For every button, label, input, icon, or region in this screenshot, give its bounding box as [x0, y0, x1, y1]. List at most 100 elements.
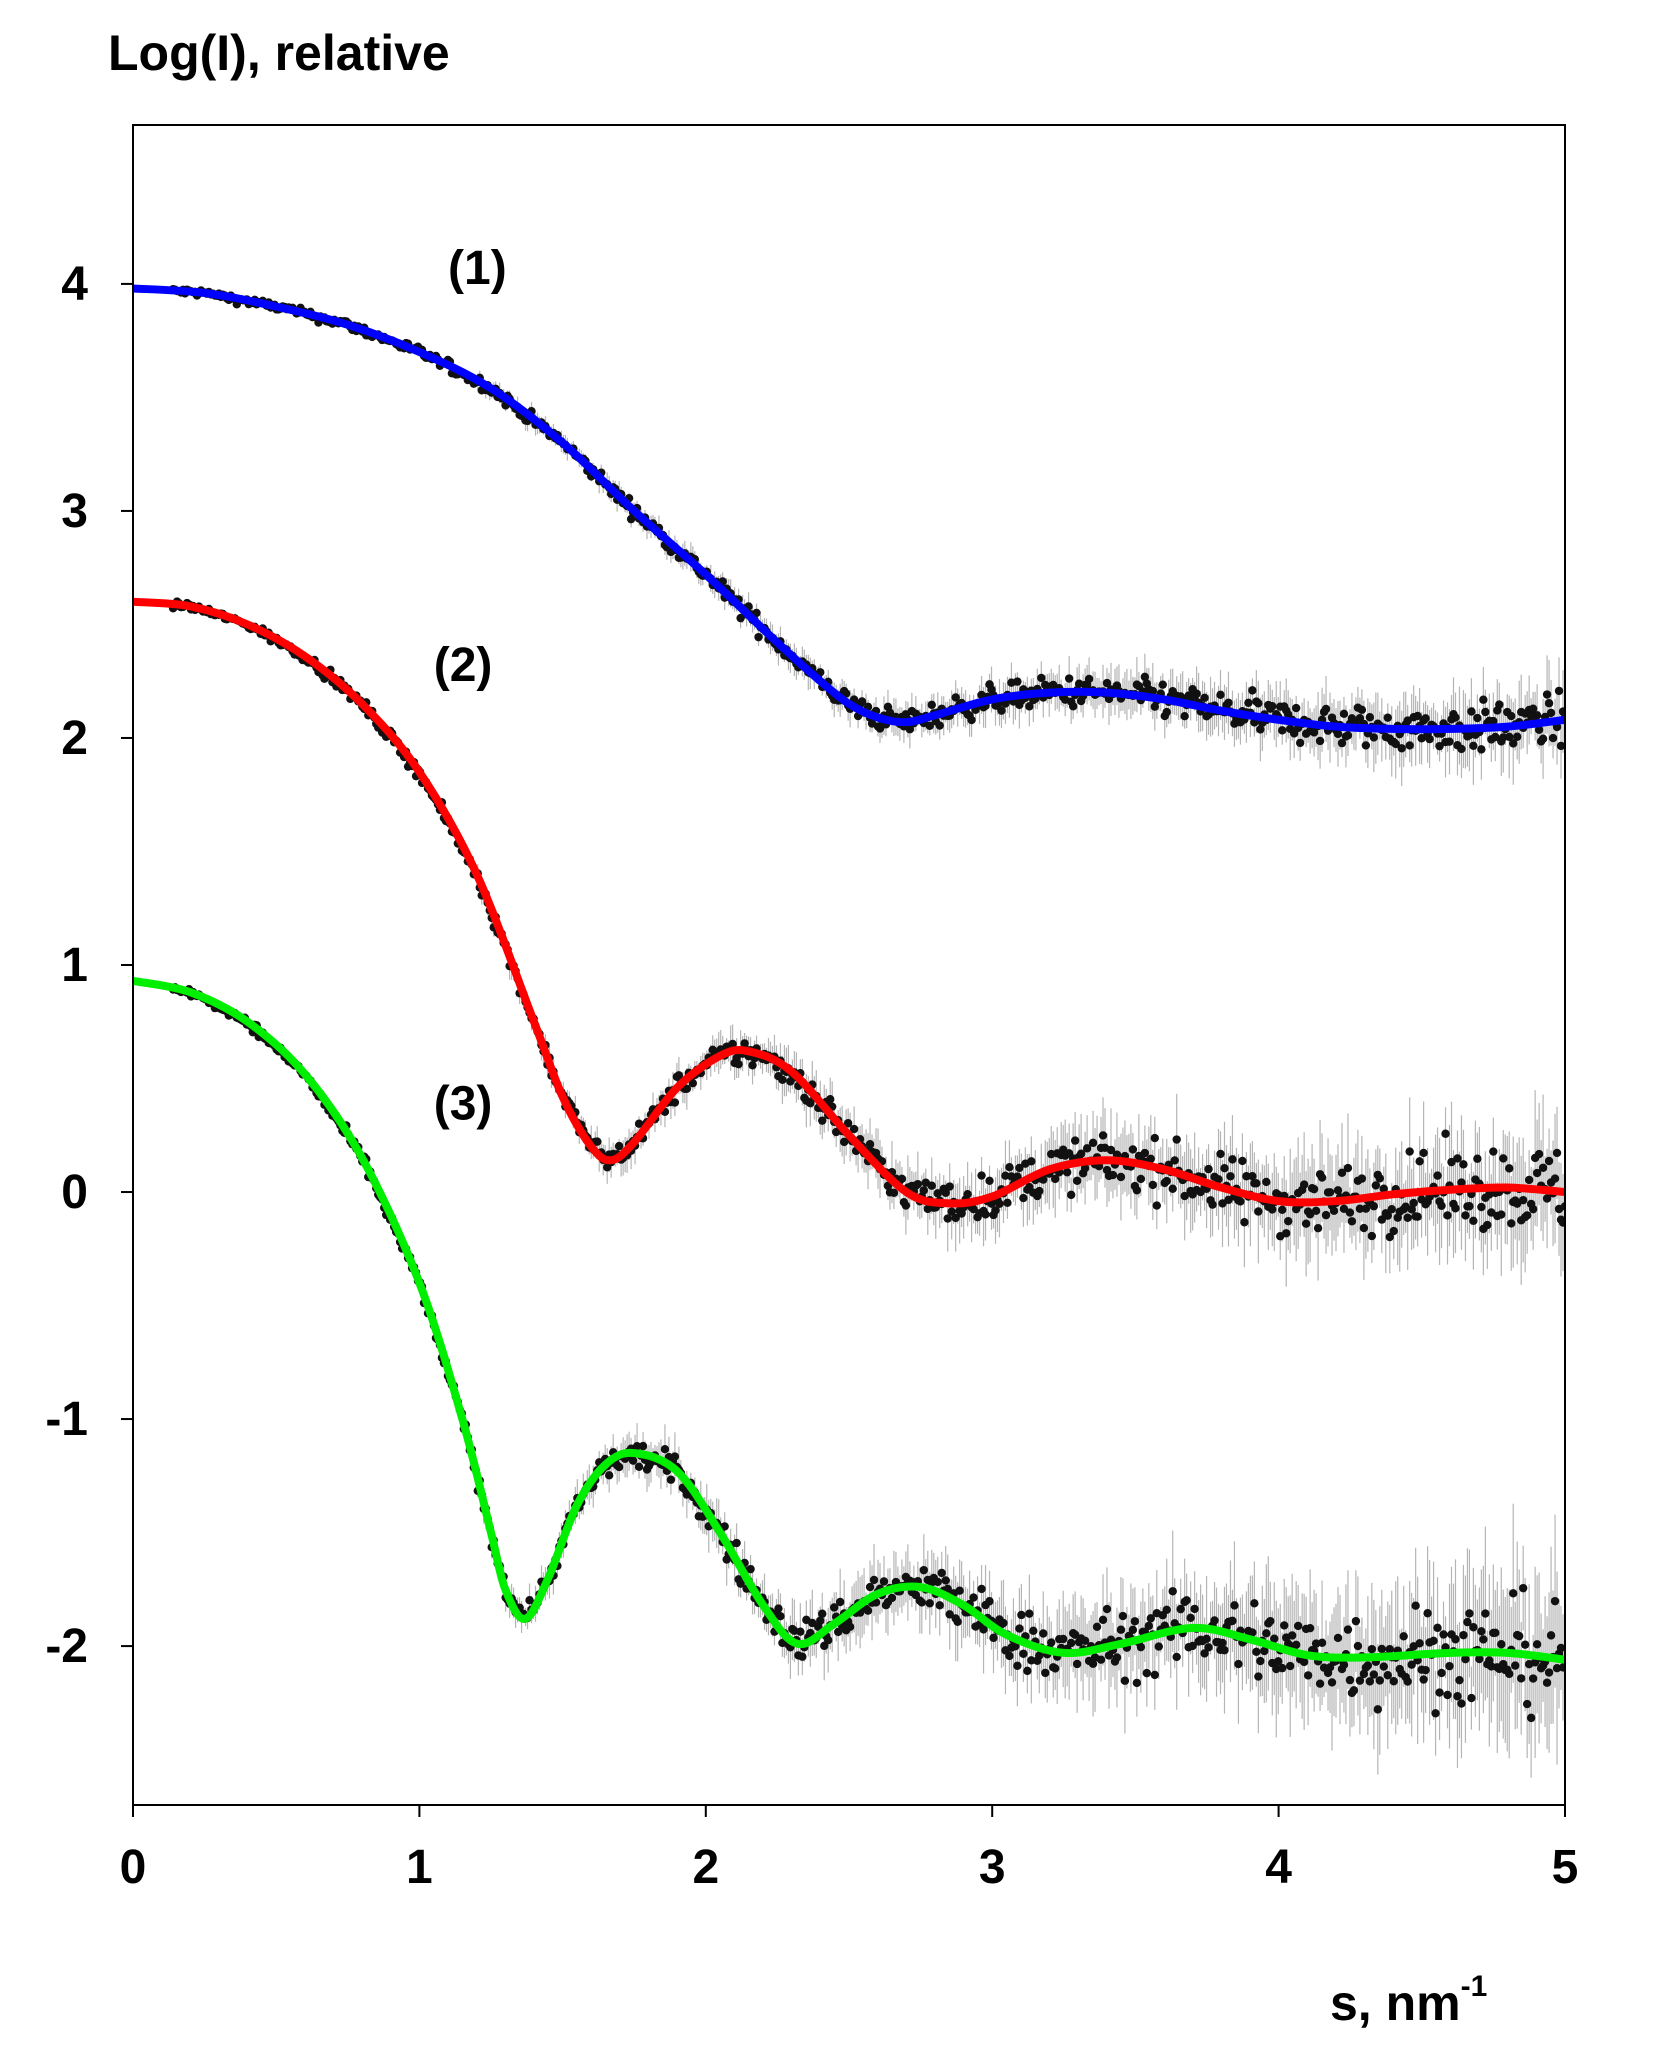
series-1-data-point — [1315, 736, 1325, 746]
series-2-data-point — [1518, 1195, 1528, 1205]
series-3-data-point — [1445, 1661, 1454, 1671]
series-3-data-point — [816, 1616, 825, 1625]
series-3-data-point — [1505, 1669, 1514, 1679]
series-2-data-point — [1116, 1172, 1126, 1182]
series-2-data-point — [786, 1077, 795, 1086]
series-3-data-point — [1315, 1679, 1325, 1688]
y-tick-label: 0 — [61, 1166, 88, 1219]
series-3-data-point — [1550, 1596, 1560, 1606]
series-2-data-point — [1072, 1176, 1082, 1185]
series-2-data-point — [1146, 1154, 1156, 1164]
series-3-data-point — [1234, 1659, 1243, 1669]
series-1-data-point — [1064, 674, 1074, 683]
series-3-data-point — [1556, 1643, 1565, 1653]
series-2-data-point — [748, 1061, 757, 1070]
series-1-data-point — [997, 706, 1006, 715]
series-3-data-point — [1293, 1621, 1303, 1631]
series-3-data-point — [1443, 1690, 1452, 1700]
series-1-data-point — [1556, 741, 1565, 751]
series-2-data-point — [941, 1188, 950, 1197]
experimental-points — [168, 284, 1565, 1723]
series-2-data-point — [1003, 1198, 1012, 1208]
series-3-data-point — [1497, 1640, 1506, 1649]
series-3-data-point — [1327, 1678, 1337, 1687]
series-3-data-point — [1274, 1657, 1283, 1666]
series-2-data-point — [1214, 1175, 1223, 1184]
series-1-data-point — [1558, 707, 1565, 716]
series-3-fit-curve — [133, 976, 1565, 1664]
series-1-data-point — [1365, 713, 1375, 722]
series-3-data-point — [935, 1601, 944, 1610]
series-2-data-point — [977, 1171, 986, 1180]
series-3-data-point — [1278, 1663, 1287, 1673]
series-2-data-point — [1457, 1178, 1466, 1187]
series-2-data-point — [1461, 1211, 1470, 1220]
series-2-data-point — [1254, 1207, 1263, 1216]
series-2-data-point — [1282, 1229, 1291, 1238]
series-3-data-point — [1459, 1630, 1468, 1640]
series-3-data-point — [1128, 1625, 1138, 1635]
series-2-fit-curve — [133, 597, 1565, 1208]
series-3-data-point — [1351, 1616, 1361, 1626]
series-3-data-point — [887, 1593, 897, 1603]
series-3-data-point — [1433, 1623, 1442, 1633]
series-2-data-point — [927, 1181, 936, 1190]
series-3-data-point — [941, 1576, 950, 1585]
series-2-data-point — [1242, 1172, 1251, 1181]
series-2-data-point — [670, 1098, 680, 1107]
series-2-data-point — [1465, 1202, 1474, 1211]
series-3-data-point — [1546, 1631, 1556, 1640]
series-3-data-point — [830, 1603, 839, 1612]
series-3-data-point — [1299, 1657, 1309, 1667]
y-tick-label: 1 — [61, 939, 88, 992]
series-2-data-point — [1389, 1226, 1398, 1236]
series-1-data-point — [1397, 744, 1406, 753]
series-2-data-point — [674, 1071, 684, 1080]
series-3-data-point — [1528, 1674, 1538, 1683]
series-2-data-point — [843, 1119, 853, 1128]
series-2-data-point — [1168, 1184, 1177, 1193]
series-3-data-point — [1353, 1641, 1363, 1651]
series-1-data-point — [1425, 734, 1434, 744]
series-3-data-point — [1469, 1623, 1478, 1632]
series-3-data-point — [1429, 1636, 1438, 1646]
series-1-data-point — [1013, 677, 1022, 686]
series-2-data-point — [1309, 1184, 1319, 1194]
series-2-data-point — [1387, 1204, 1396, 1214]
series-3-data-point — [1375, 1676, 1385, 1685]
series-2-data-point — [1317, 1173, 1327, 1182]
series-3-data-point — [1363, 1661, 1373, 1670]
series-2-data-point — [1437, 1201, 1446, 1210]
series-1-data-point — [1467, 707, 1476, 716]
series-3-data-point — [879, 1577, 889, 1586]
x-axis-title-main: s, nm — [1330, 1975, 1461, 2031]
series-3-data-point — [989, 1633, 998, 1643]
series-3-data-point — [1515, 1631, 1524, 1641]
series-1-data-point — [1421, 714, 1430, 723]
series-1-data-point — [927, 700, 936, 710]
series-2-data-point — [1505, 1164, 1514, 1173]
series-1-data-point — [1357, 705, 1367, 715]
series-3-data-point — [917, 1598, 927, 1607]
series-3-data-point — [871, 1598, 881, 1607]
series-2-data-point — [1208, 1200, 1217, 1209]
series-3-data-point — [808, 1618, 817, 1628]
series-3-data-point — [1162, 1605, 1171, 1615]
series-3-data-point — [1112, 1653, 1122, 1662]
series-2-data-point — [919, 1186, 929, 1195]
series-3-data-point — [1415, 1639, 1424, 1648]
series-2-label: (2) — [434, 639, 493, 692]
series-1-data-point — [1361, 741, 1371, 750]
series-3-data-point — [845, 1622, 855, 1632]
series-2-data-point — [1039, 1175, 1048, 1184]
series-2-data-point — [688, 1078, 698, 1088]
series-3-data-point — [1072, 1659, 1082, 1669]
series-3-data-point — [1373, 1705, 1383, 1714]
series-3-data-point — [1522, 1699, 1532, 1709]
series-2-data-point — [1238, 1156, 1247, 1166]
series-3-label: (3) — [434, 1077, 493, 1130]
plot-frame — [132, 124, 1566, 1806]
series-3-data-point — [1250, 1599, 1259, 1608]
series-1-data-point — [1200, 693, 1209, 703]
